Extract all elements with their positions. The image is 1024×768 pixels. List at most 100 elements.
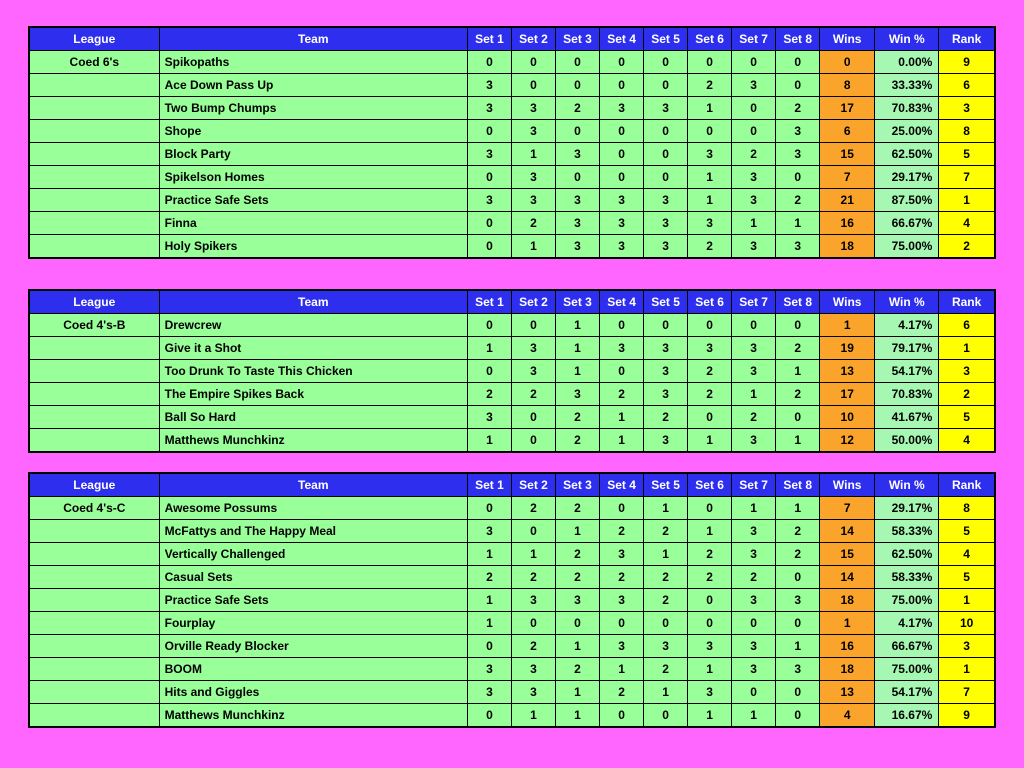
column-header-set-3: Set 3 xyxy=(554,289,601,314)
win-pct-cell: 41.67% xyxy=(874,405,940,429)
set-3-cell: 1 xyxy=(554,359,601,383)
set-6-cell: 3 xyxy=(687,142,733,166)
team-row: Give it a Shot 1 3 1 3 3 3 3 2 19 79.17% 1 xyxy=(28,336,996,360)
set-2-cell: 2 xyxy=(510,211,557,235)
set-1-cell: 1 xyxy=(466,542,512,566)
set-4-cell: 2 xyxy=(599,680,645,704)
league-cell xyxy=(28,565,160,589)
set-2-cell: 1 xyxy=(510,703,557,728)
column-header-wins: Wins xyxy=(819,472,876,497)
column-header-rank: Rank xyxy=(938,472,996,497)
set-8-cell: 2 xyxy=(775,96,821,120)
set-2-cell: 3 xyxy=(510,680,557,704)
column-header-set-3: Set 3 xyxy=(554,26,601,51)
team-name-cell: Vertically Challenged xyxy=(158,542,468,566)
set-7-cell: 0 xyxy=(731,96,777,120)
set-8-cell: 3 xyxy=(775,142,821,166)
set-6-cell: 1 xyxy=(687,703,733,728)
set-4-cell: 3 xyxy=(599,234,645,259)
set-8-cell: 1 xyxy=(775,428,821,453)
set-7-cell: 0 xyxy=(731,50,777,74)
team-name-cell: Orville Ready Blocker xyxy=(158,634,468,658)
set-7-cell: 3 xyxy=(731,188,777,212)
set-7-cell: 2 xyxy=(731,405,777,429)
set-3-cell: 2 xyxy=(554,405,601,429)
set-4-cell: 0 xyxy=(599,165,645,189)
set-3-cell: 0 xyxy=(554,50,601,74)
set-5-cell: 0 xyxy=(643,165,689,189)
league-cell xyxy=(28,611,160,635)
set-4-cell: 2 xyxy=(599,565,645,589)
team-name-cell: Ball So Hard xyxy=(158,405,468,429)
set-3-cell: 2 xyxy=(554,542,601,566)
set-1-cell: 0 xyxy=(466,165,512,189)
league-cell xyxy=(28,405,160,429)
column-header-set-2: Set 2 xyxy=(510,472,557,497)
set-7-cell: 3 xyxy=(731,542,777,566)
wins-cell: 6 xyxy=(819,119,876,143)
set-3-cell: 1 xyxy=(554,634,601,658)
league-cell xyxy=(28,428,160,453)
league-cell xyxy=(28,382,160,406)
set-3-cell: 1 xyxy=(554,680,601,704)
set-1-cell: 0 xyxy=(466,234,512,259)
league-cell xyxy=(28,234,160,259)
wins-cell: 0 xyxy=(819,50,876,74)
set-2-cell: 3 xyxy=(510,119,557,143)
wins-cell: 15 xyxy=(819,142,876,166)
team-row: Two Bump Chumps 3 3 2 3 3 1 0 2 17 70.83% 3 xyxy=(28,96,996,120)
win-pct-cell: 66.67% xyxy=(874,634,940,658)
set-6-cell: 3 xyxy=(687,336,733,360)
wins-cell: 15 xyxy=(819,542,876,566)
win-pct-cell: 75.00% xyxy=(874,588,940,612)
team-row: Matthews Munchkinz 1 0 2 1 3 1 3 1 12 50.00% 4 xyxy=(28,428,996,453)
set-8-cell: 0 xyxy=(775,313,821,337)
team-name-cell: Hits and Giggles xyxy=(158,680,468,704)
set-4-cell: 3 xyxy=(599,188,645,212)
team-row: Coed 6's Spikopaths 0 0 0 0 0 0 0 0 0 0.00% 9 xyxy=(28,50,996,74)
wins-cell: 14 xyxy=(819,519,876,543)
set-3-cell: 1 xyxy=(554,313,601,337)
set-2-cell: 2 xyxy=(510,382,557,406)
team-row: Vertically Challenged 1 1 2 3 1 2 3 2 15 62.50% 4 xyxy=(28,542,996,566)
rank-cell: 6 xyxy=(938,73,996,97)
set-6-cell: 0 xyxy=(687,119,733,143)
rank-cell: 3 xyxy=(938,359,996,383)
set-4-cell: 3 xyxy=(599,336,645,360)
header-row: League Team Set 1 Set 2 Set 3 Set 4 Set 5 Set 6… xyxy=(28,472,996,497)
set-5-cell: 3 xyxy=(643,234,689,259)
column-header-set-1: Set 1 xyxy=(466,472,512,497)
set-4-cell: 0 xyxy=(599,50,645,74)
column-header-set-2: Set 2 xyxy=(510,289,557,314)
set-5-cell: 2 xyxy=(643,519,689,543)
team-row: Fourplay 1 0 0 0 0 0 0 0 1 4.17% 10 xyxy=(28,611,996,635)
win-pct-cell: 54.17% xyxy=(874,680,940,704)
rank-cell: 2 xyxy=(938,234,996,259)
wins-cell: 16 xyxy=(819,634,876,658)
team-name-cell: Holy Spikers xyxy=(158,234,468,259)
rank-cell: 8 xyxy=(938,496,996,520)
league-cell: Coed 4's-C xyxy=(28,496,160,520)
standings-table-coed-4-s-c: League Team Set 1 Set 2 Set 3 Set 4 Set 5 Set 6… xyxy=(28,472,996,728)
set-4-cell: 2 xyxy=(599,382,645,406)
set-7-cell: 1 xyxy=(731,211,777,235)
column-header-set-1: Set 1 xyxy=(466,289,512,314)
league-cell xyxy=(28,96,160,120)
rank-cell: 7 xyxy=(938,165,996,189)
set-6-cell: 1 xyxy=(687,428,733,453)
set-5-cell: 1 xyxy=(643,496,689,520)
wins-cell: 13 xyxy=(819,359,876,383)
standings-table-coed-4-s-b: League Team Set 1 Set 2 Set 3 Set 4 Set 5 Set 6… xyxy=(28,289,996,453)
rank-cell: 6 xyxy=(938,313,996,337)
set-5-cell: 0 xyxy=(643,119,689,143)
set-2-cell: 3 xyxy=(510,588,557,612)
column-header-league: League xyxy=(28,26,160,51)
set-8-cell: 0 xyxy=(775,565,821,589)
league-cell xyxy=(28,73,160,97)
set-6-cell: 1 xyxy=(687,519,733,543)
win-pct-cell: 62.50% xyxy=(874,142,940,166)
column-header-set-1: Set 1 xyxy=(466,26,512,51)
set-7-cell: 1 xyxy=(731,382,777,406)
team-name-cell: Ace Down Pass Up xyxy=(158,73,468,97)
set-4-cell: 0 xyxy=(599,703,645,728)
